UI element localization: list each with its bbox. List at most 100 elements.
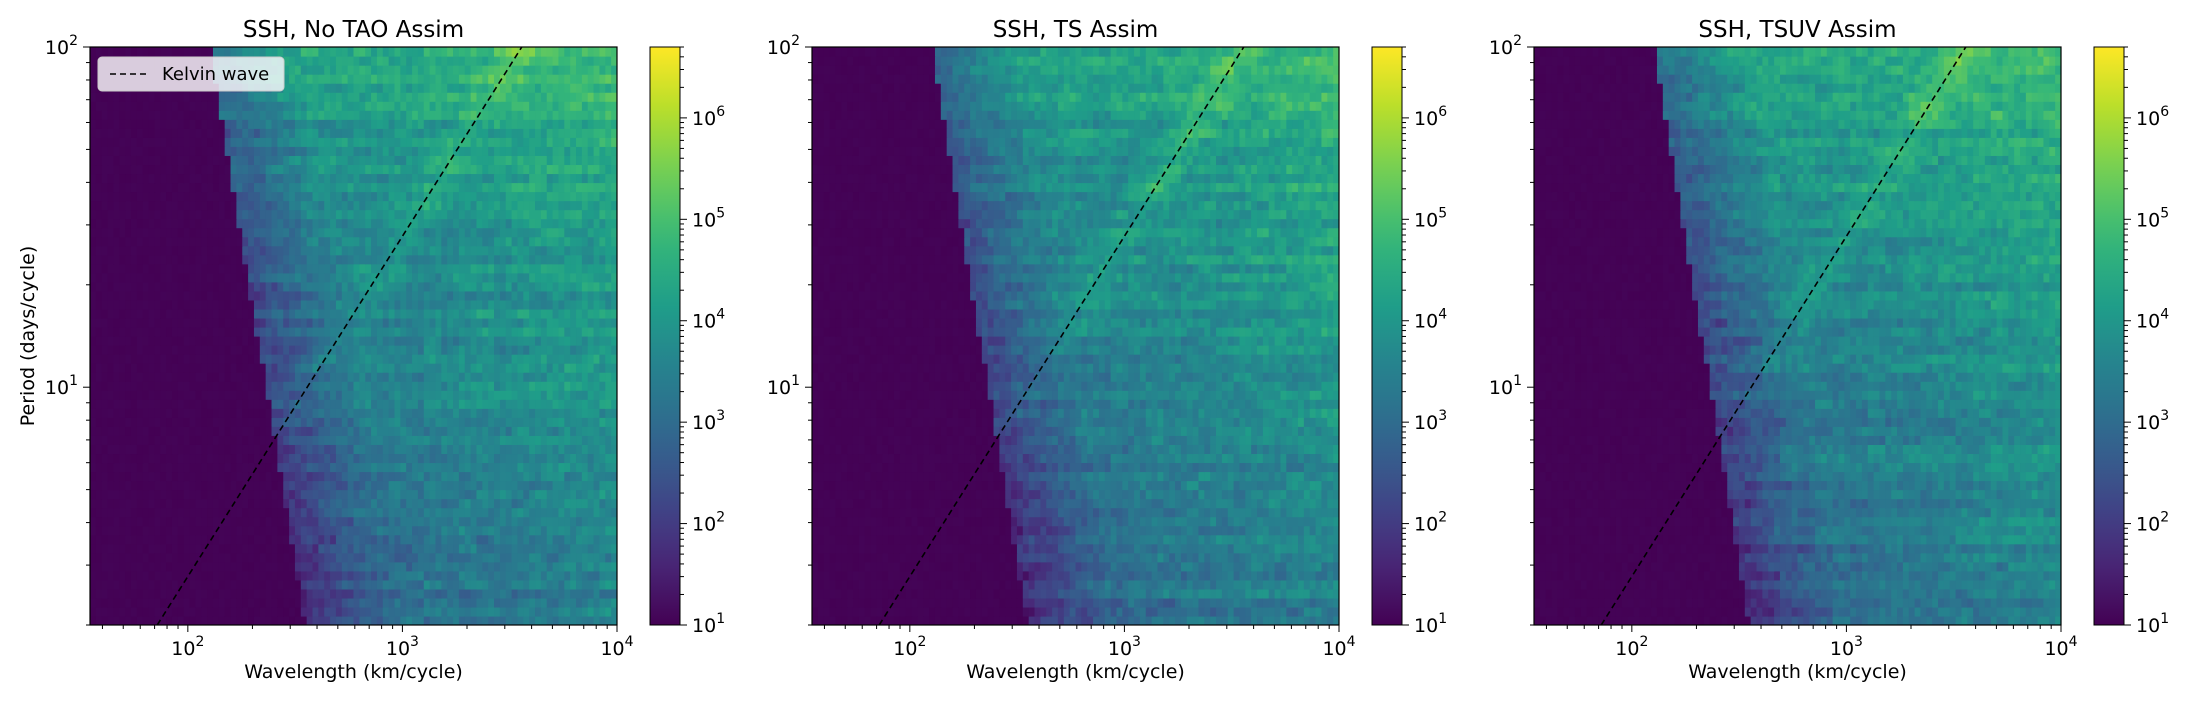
heatmap-cell <box>347 254 355 265</box>
heatmap-cell <box>113 471 120 482</box>
heatmap-cell <box>529 444 536 455</box>
heatmap-cell <box>218 137 226 147</box>
heatmap-cell <box>201 299 208 310</box>
heatmap-cell <box>458 317 466 328</box>
heatmap-cell <box>207 245 214 256</box>
heatmap-cell <box>529 191 536 202</box>
heatmap-cell <box>576 254 583 265</box>
heatmap-cell <box>136 498 144 509</box>
heatmap-cell <box>400 281 407 292</box>
heatmap-cell <box>166 606 173 617</box>
heatmap-cell <box>95 606 103 617</box>
heatmap-cell <box>289 498 296 509</box>
heatmap-cell <box>230 345 237 355</box>
heatmap-cell <box>453 164 460 175</box>
heatmap-cell <box>90 363 97 373</box>
heatmap-cell <box>90 128 97 138</box>
heatmap-cell <box>171 480 179 491</box>
heatmap-cell <box>125 345 132 355</box>
heatmap-cell <box>236 372 243 382</box>
heatmap-cell <box>499 326 507 337</box>
heatmap-cell <box>412 200 419 211</box>
heatmap-cell <box>90 326 97 337</box>
heatmap-cell <box>540 462 548 473</box>
heatmap-cell <box>564 615 571 625</box>
heatmap-cell <box>482 579 489 590</box>
heatmap-cell <box>148 426 156 436</box>
heatmap-cell <box>242 444 249 455</box>
heatmap-cell <box>130 426 138 436</box>
heatmap-cell <box>95 218 103 229</box>
heatmap-cell <box>154 453 161 464</box>
heatmap-cell <box>359 615 366 625</box>
heatmap-cell <box>447 128 454 138</box>
heatmap-cell <box>371 290 378 301</box>
heatmap-cell <box>417 155 425 166</box>
heatmap-cell <box>330 507 337 518</box>
heatmap-cell <box>324 345 331 355</box>
heatmap-cell <box>183 444 191 455</box>
heatmap-cell <box>230 489 237 500</box>
heatmap-cell <box>253 218 261 229</box>
heatmap-cell <box>611 272 617 283</box>
heatmap-cell <box>517 444 524 455</box>
heatmap-cell <box>207 390 214 400</box>
heatmap-cell <box>429 552 437 563</box>
heatmap-cell <box>306 218 314 229</box>
heatmap-cell <box>236 326 243 337</box>
heatmap-cell <box>148 200 156 211</box>
heatmap-cell <box>382 444 390 455</box>
heatmap-cell <box>447 390 454 400</box>
heatmap-cell <box>611 345 617 355</box>
heatmap-cell <box>166 399 173 409</box>
heatmap-cell <box>242 471 249 482</box>
heatmap-cell <box>212 462 220 473</box>
heatmap-cell <box>535 561 542 572</box>
heatmap-cell <box>529 525 536 536</box>
heatmap-cell <box>95 381 103 391</box>
heatmap-cell <box>476 308 483 319</box>
heatmap-cell <box>406 534 413 545</box>
heatmap-cell <box>154 579 161 590</box>
heatmap-cell <box>207 191 214 202</box>
heatmap-cell <box>423 191 431 202</box>
heatmap-cell <box>242 426 249 436</box>
heatmap-cell <box>201 200 208 211</box>
heatmap-cell <box>154 561 161 572</box>
heatmap-cell <box>464 516 472 527</box>
heatmap-cell <box>224 209 232 220</box>
heatmap-cell <box>523 588 530 599</box>
heatmap-cell <box>148 299 156 310</box>
heatmap-cell <box>347 408 355 418</box>
heatmap-cell <box>119 570 126 581</box>
heatmap-cell <box>535 128 542 138</box>
heatmap-cell <box>283 417 290 427</box>
heatmap-cell <box>511 245 519 256</box>
heatmap-cell <box>523 146 530 156</box>
heatmap-cell <box>476 579 483 590</box>
heatmap-cell <box>517 363 524 373</box>
heatmap-cell <box>107 372 115 382</box>
heatmap-cell <box>564 408 571 418</box>
heatmap-cell <box>453 408 460 418</box>
heatmap-cell <box>382 281 390 292</box>
heatmap-cell <box>207 354 214 364</box>
heatmap-cell <box>236 209 243 220</box>
heatmap-cell <box>441 345 448 355</box>
heatmap-cell <box>107 390 115 400</box>
heatmap-cell <box>605 597 612 608</box>
heatmap-cell <box>312 336 319 346</box>
heatmap-cell <box>312 299 319 310</box>
heatmap-cell <box>242 489 249 500</box>
heatmap-cell <box>476 525 483 536</box>
heatmap-cell <box>212 516 220 527</box>
heatmap-cell <box>546 336 554 346</box>
heatmap-cell <box>365 390 372 400</box>
heatmap-cell <box>470 218 478 229</box>
heatmap-cell <box>265 326 273 337</box>
heatmap-cell <box>406 435 413 445</box>
heatmap-cell <box>90 182 97 193</box>
heatmap-cell <box>581 552 589 563</box>
heatmap-cell <box>464 263 472 274</box>
heatmap-cell <box>417 588 425 599</box>
